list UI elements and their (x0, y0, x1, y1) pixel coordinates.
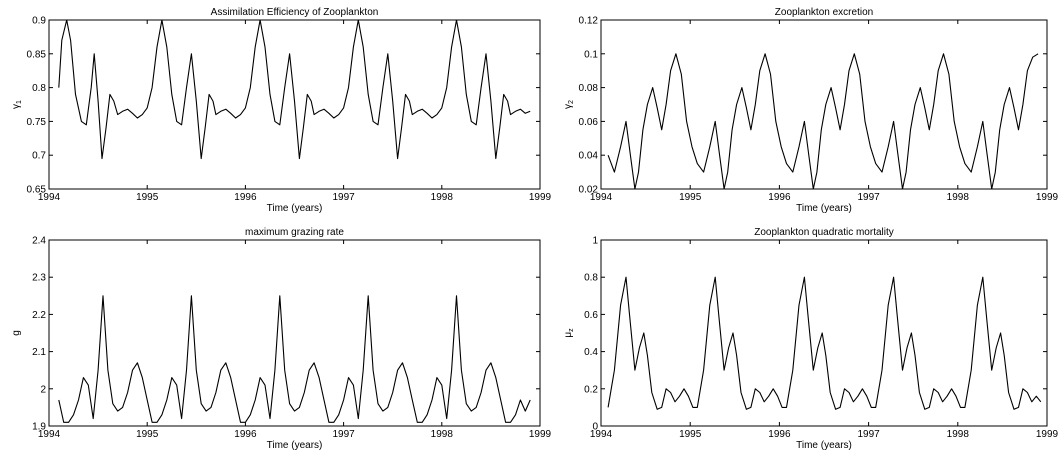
y-tick-label: 0.02 (579, 185, 599, 196)
x-tick-label: 1996 (768, 429, 791, 440)
x-tick-label: 1997 (332, 429, 355, 440)
x-tick-label: 1994 (38, 192, 61, 203)
series-line (58, 295, 531, 423)
panel-title: Assimilation Efficiency of Zooplankton (211, 7, 379, 18)
y-tick-label: 2.2 (32, 310, 46, 321)
y-tick-label: 0.65 (27, 185, 47, 196)
y-tick-label: 0.04 (579, 151, 599, 162)
x-axis-label: Time (years) (267, 203, 323, 214)
x-tick-label: 1996 (234, 192, 257, 203)
x-tick-label: 1998 (947, 429, 970, 440)
y-tick-label: 1.9 (32, 422, 46, 433)
x-tick-label: 1995 (136, 192, 159, 203)
y-axis-label: g (11, 330, 22, 336)
y-tick-label: 0.7 (32, 151, 46, 162)
series-line (58, 19, 531, 160)
y-tick-label: 0.1 (584, 49, 598, 60)
panel-title: maximum grazing rate (245, 227, 344, 238)
axes-frame (600, 19, 1048, 190)
y-tick-label: 0.8 (584, 273, 598, 284)
series-line (607, 53, 1039, 190)
x-axis-label: Time (years) (267, 440, 323, 451)
y-tick-label: 0.8 (32, 83, 46, 94)
panel-title: Zooplankton quadratic mortality (754, 227, 894, 238)
axes-frame (600, 239, 1048, 427)
x-tick-label: 1996 (768, 192, 791, 203)
axes-frame (48, 239, 541, 427)
x-tick-label: 1997 (857, 429, 880, 440)
y-tick-label: 0.9 (32, 16, 46, 27)
axes-frame (48, 19, 541, 190)
x-tick-label: 1998 (431, 192, 454, 203)
x-tick-label: 1996 (234, 429, 257, 440)
x-tick-label: 1995 (679, 192, 702, 203)
x-axis-label: Time (years) (796, 203, 852, 214)
panel-4: Zooplankton quadratic mortality 1994 1995 1… (563, 227, 1059, 451)
y-tick-label: 1 (592, 236, 598, 247)
y-tick-label: 0.6 (584, 310, 598, 321)
y-axis-label: γ2 (563, 100, 575, 109)
x-tick-label: 1997 (332, 192, 355, 203)
panel-3: maximum grazing rate 1994 1995 1996 1997 1998… (11, 227, 552, 451)
y-tick-label: 0.2 (584, 384, 598, 395)
y-tick-label: 0.12 (579, 16, 599, 27)
x-tick-label: 1994 (590, 429, 613, 440)
panel-title: Zooplankton excretion (775, 7, 873, 18)
y-tick-label: 0.08 (579, 83, 599, 94)
y-tick-label: 0.4 (584, 347, 598, 358)
x-tick-label: 1998 (947, 192, 970, 203)
x-tick-label: 1999 (1036, 192, 1059, 203)
series-line (607, 276, 1042, 410)
x-tick-label: 1999 (1036, 429, 1059, 440)
y-tick-label: 0.85 (27, 49, 47, 60)
x-tick-label: 1995 (136, 429, 159, 440)
x-tick-label: 1998 (431, 429, 454, 440)
x-tick-label: 1994 (38, 429, 61, 440)
x-tick-label: 1995 (679, 429, 702, 440)
x-tick-label: 1999 (529, 429, 552, 440)
x-axis-label: Time (years) (796, 440, 852, 451)
y-tick-label: 2.3 (32, 273, 46, 284)
y-tick-label: 2 (40, 384, 46, 395)
panel-1: Assimilation Efficiency of Zooplankton 19… (11, 7, 552, 214)
y-axis-label: γ1 (11, 100, 23, 109)
y-tick-label: 2.1 (32, 347, 46, 358)
y-tick-label: 0.06 (579, 117, 599, 128)
x-tick-label: 1994 (590, 192, 613, 203)
y-tick-label: 0.75 (27, 117, 47, 128)
y-tick-label: 2.4 (32, 236, 46, 247)
panel-2: Zooplankton excretion 1994 1995 1996 1997 199… (563, 7, 1059, 214)
y-tick-label: 0 (592, 422, 598, 433)
y-axis-label: μz (563, 328, 575, 338)
x-tick-label: 1999 (529, 192, 552, 203)
x-tick-label: 1997 (857, 192, 880, 203)
